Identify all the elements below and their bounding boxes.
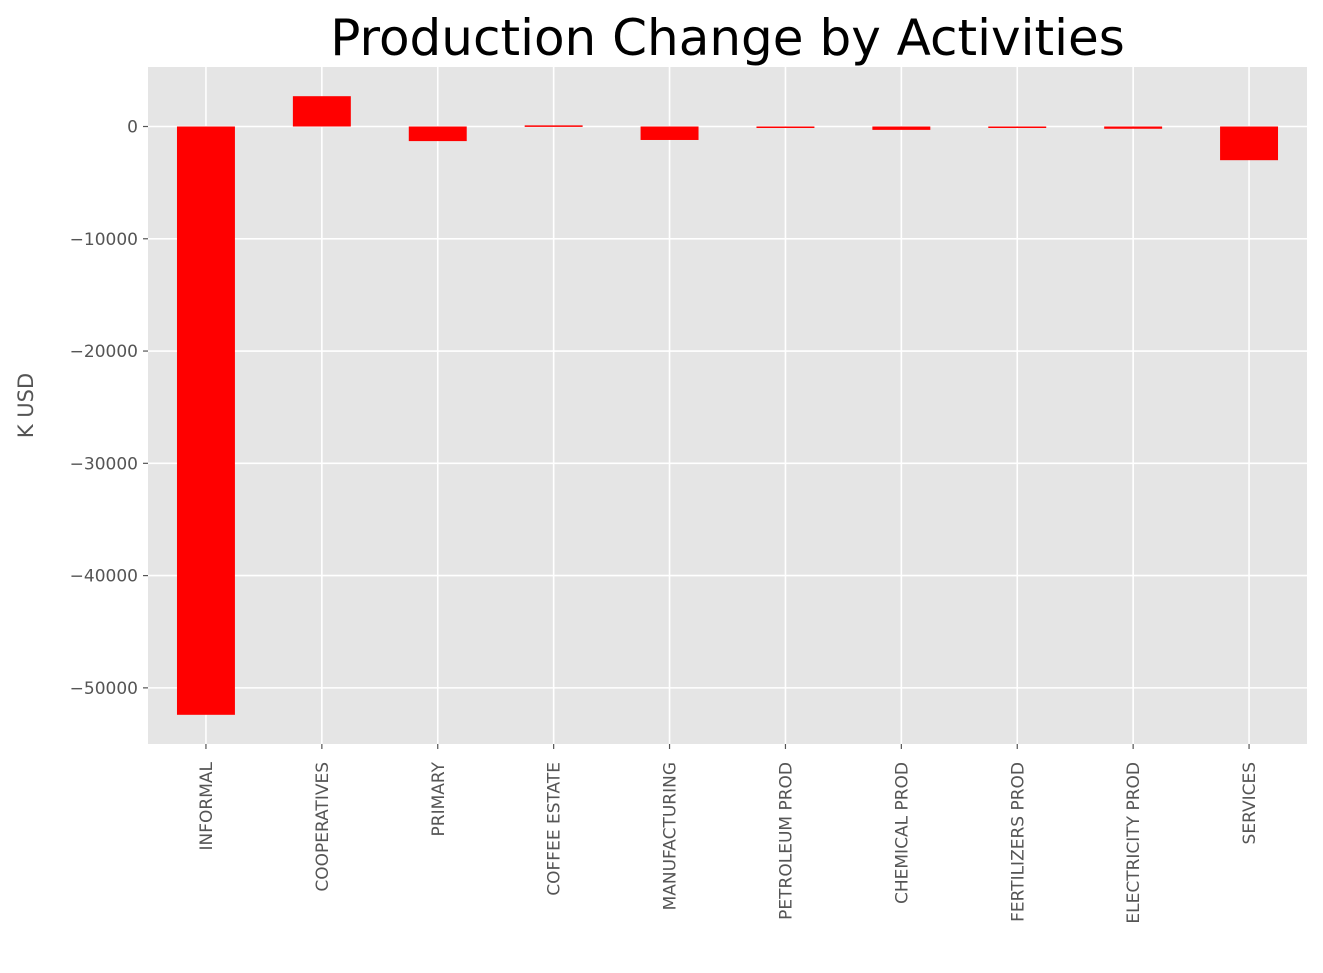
y-tick-label: −50000 [70, 679, 138, 699]
x-tick-label: FERTILIZERS PROD [1008, 762, 1028, 922]
bar-primary [408, 126, 467, 142]
chart-title: Production Change by Activities [330, 9, 1125, 67]
x-tick-label: INFORMAL [197, 761, 217, 850]
x-tick-label: COOPERATIVES [313, 762, 333, 892]
y-tick-label: 0 [127, 118, 138, 138]
y-tick-label: −30000 [70, 454, 138, 474]
x-tick-label: ELECTRICITY PROD [1124, 762, 1144, 924]
x-axis-ticks: INFORMAL COOPERATIVES PRIMARY COFFEE ESTATE… [197, 744, 1260, 924]
x-tick-label: PETROLEUM PROD [776, 762, 796, 920]
bar-cooperatives [292, 96, 351, 127]
y-axis-ticks: 0 −10000 −20000 −30000 −40000 −50000 [70, 118, 148, 699]
bars [176, 96, 1279, 715]
x-tick-label: COFFEE ESTATE [545, 762, 565, 896]
x-tick-label: PRIMARY [429, 761, 449, 836]
y-axis-label: K USD [14, 373, 38, 438]
x-tick-label: SERVICES [1240, 762, 1260, 844]
bar-manufacturing [640, 126, 699, 140]
bar-electricity-prod [1104, 126, 1163, 129]
bar-chemical-prod [872, 126, 931, 130]
bar-coffee-estate [524, 125, 583, 127]
x-tick-label: MANUFACTURING [661, 762, 681, 910]
plot-background [148, 67, 1307, 744]
x-tick-label: CHEMICAL PROD [892, 762, 912, 904]
bar-services [1220, 126, 1279, 161]
y-tick-label: −10000 [70, 230, 138, 250]
bar-fertilizers-prod [988, 126, 1047, 129]
bar-informal [176, 126, 235, 715]
grid-lines [148, 67, 1307, 744]
y-tick-label: −40000 [70, 567, 138, 587]
bar-petroleum-prod [756, 126, 815, 129]
y-tick-label: −20000 [70, 342, 138, 362]
